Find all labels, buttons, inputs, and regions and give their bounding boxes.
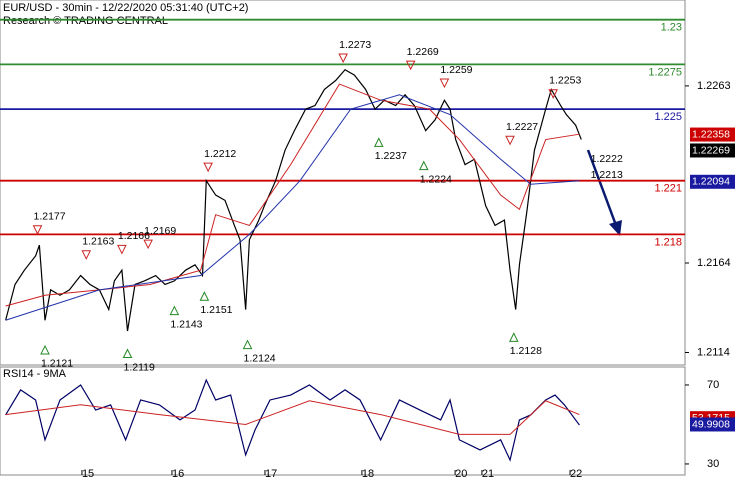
- low-marker: [199, 291, 210, 301]
- value-box-label: 1.22269: [692, 144, 730, 156]
- high-marker: [81, 250, 92, 260]
- high-label: 1.2227: [506, 121, 538, 133]
- y-tick-label: 1.2114: [697, 346, 730, 358]
- high-label: 1.2169: [144, 225, 176, 237]
- level-label: 1.225: [654, 111, 682, 123]
- low-label: 1.2121: [41, 358, 73, 370]
- low-label: 1.2143: [170, 318, 202, 330]
- price-annotation: 1.2222: [591, 153, 623, 165]
- level-label: 1.2275: [648, 66, 682, 78]
- value-box: [690, 143, 735, 158]
- series-line: [5, 83, 580, 307]
- price-panel: [0, 0, 686, 366]
- high-label: 1.2253: [549, 75, 581, 87]
- low-label: 1.2237: [375, 150, 407, 162]
- price-annotation: 1.2213: [591, 169, 623, 181]
- y-tick-label: 1.2263: [697, 80, 731, 92]
- series-line: [5, 69, 582, 332]
- high-label: 1.2212: [204, 148, 236, 160]
- x-tick-label: 20: [455, 468, 467, 480]
- value-box-label: 1.22358: [692, 128, 730, 140]
- high-marker: [338, 53, 348, 64]
- low-marker: [122, 348, 133, 359]
- low-marker: [508, 332, 519, 342]
- low-marker: [169, 305, 180, 316]
- level-label: 1.218: [654, 236, 682, 248]
- x-tick-label: 22: [570, 468, 582, 480]
- chart-subtitle: Research © TRADING CENTRAL: [3, 15, 168, 27]
- low-label: 1.2124: [244, 352, 276, 364]
- forecast-arrowhead: [609, 220, 622, 236]
- rsi-title: RSI14 - 9MA: [3, 368, 67, 380]
- low-marker: [418, 160, 429, 171]
- rsi-panel: [0, 366, 686, 476]
- value-box-label: 1.22094: [692, 176, 730, 188]
- high-label: 1.2166: [118, 230, 150, 242]
- chart-title: EUR/USD - 30min - 12/22/2020 05:31:40 (U…: [3, 2, 248, 14]
- high-label: 1.2259: [440, 64, 472, 76]
- x-tick-label: 18: [362, 468, 374, 480]
- low-label: 1.2151: [200, 304, 232, 316]
- x-tick-label: 21: [482, 468, 494, 480]
- value-box: [690, 417, 735, 432]
- series-line: [5, 400, 580, 435]
- high-marker: [548, 89, 558, 99]
- y-tick-label: 1.2164: [697, 257, 731, 269]
- high-label: 1.2273: [339, 39, 371, 51]
- x-tick-label: 16: [172, 468, 184, 480]
- series-line: [5, 378, 580, 462]
- low-label: 1.2128: [510, 345, 542, 357]
- value-box: [690, 174, 735, 189]
- high-marker: [505, 135, 515, 146]
- high-label: 1.2177: [34, 211, 66, 223]
- high-marker: [203, 162, 213, 173]
- x-tick-label: 17: [265, 468, 277, 480]
- value-box: [690, 127, 735, 142]
- high-label: 1.2163: [82, 236, 114, 248]
- series-line: [5, 94, 580, 321]
- y-tick-label: 30: [707, 458, 719, 470]
- level-label: 1.23: [661, 22, 682, 34]
- low-marker: [242, 339, 253, 350]
- forecast-arrow: [586, 149, 619, 229]
- high-label: 1.2269: [407, 46, 439, 58]
- level-label: 1.221: [654, 183, 682, 195]
- high-marker: [439, 78, 450, 89]
- high-marker: [32, 225, 43, 235]
- x-tick-label: 15: [82, 468, 94, 480]
- high-marker: [143, 239, 153, 250]
- y-tick-label: 70: [707, 379, 719, 391]
- value-box-label: 49.9908: [692, 418, 730, 430]
- low-label: 1.2119: [124, 361, 155, 373]
- low-label: 1.2224: [420, 173, 452, 185]
- high-marker: [117, 244, 127, 255]
- low-marker: [373, 137, 384, 147]
- high-marker: [405, 60, 416, 71]
- low-marker: [40, 344, 50, 355]
